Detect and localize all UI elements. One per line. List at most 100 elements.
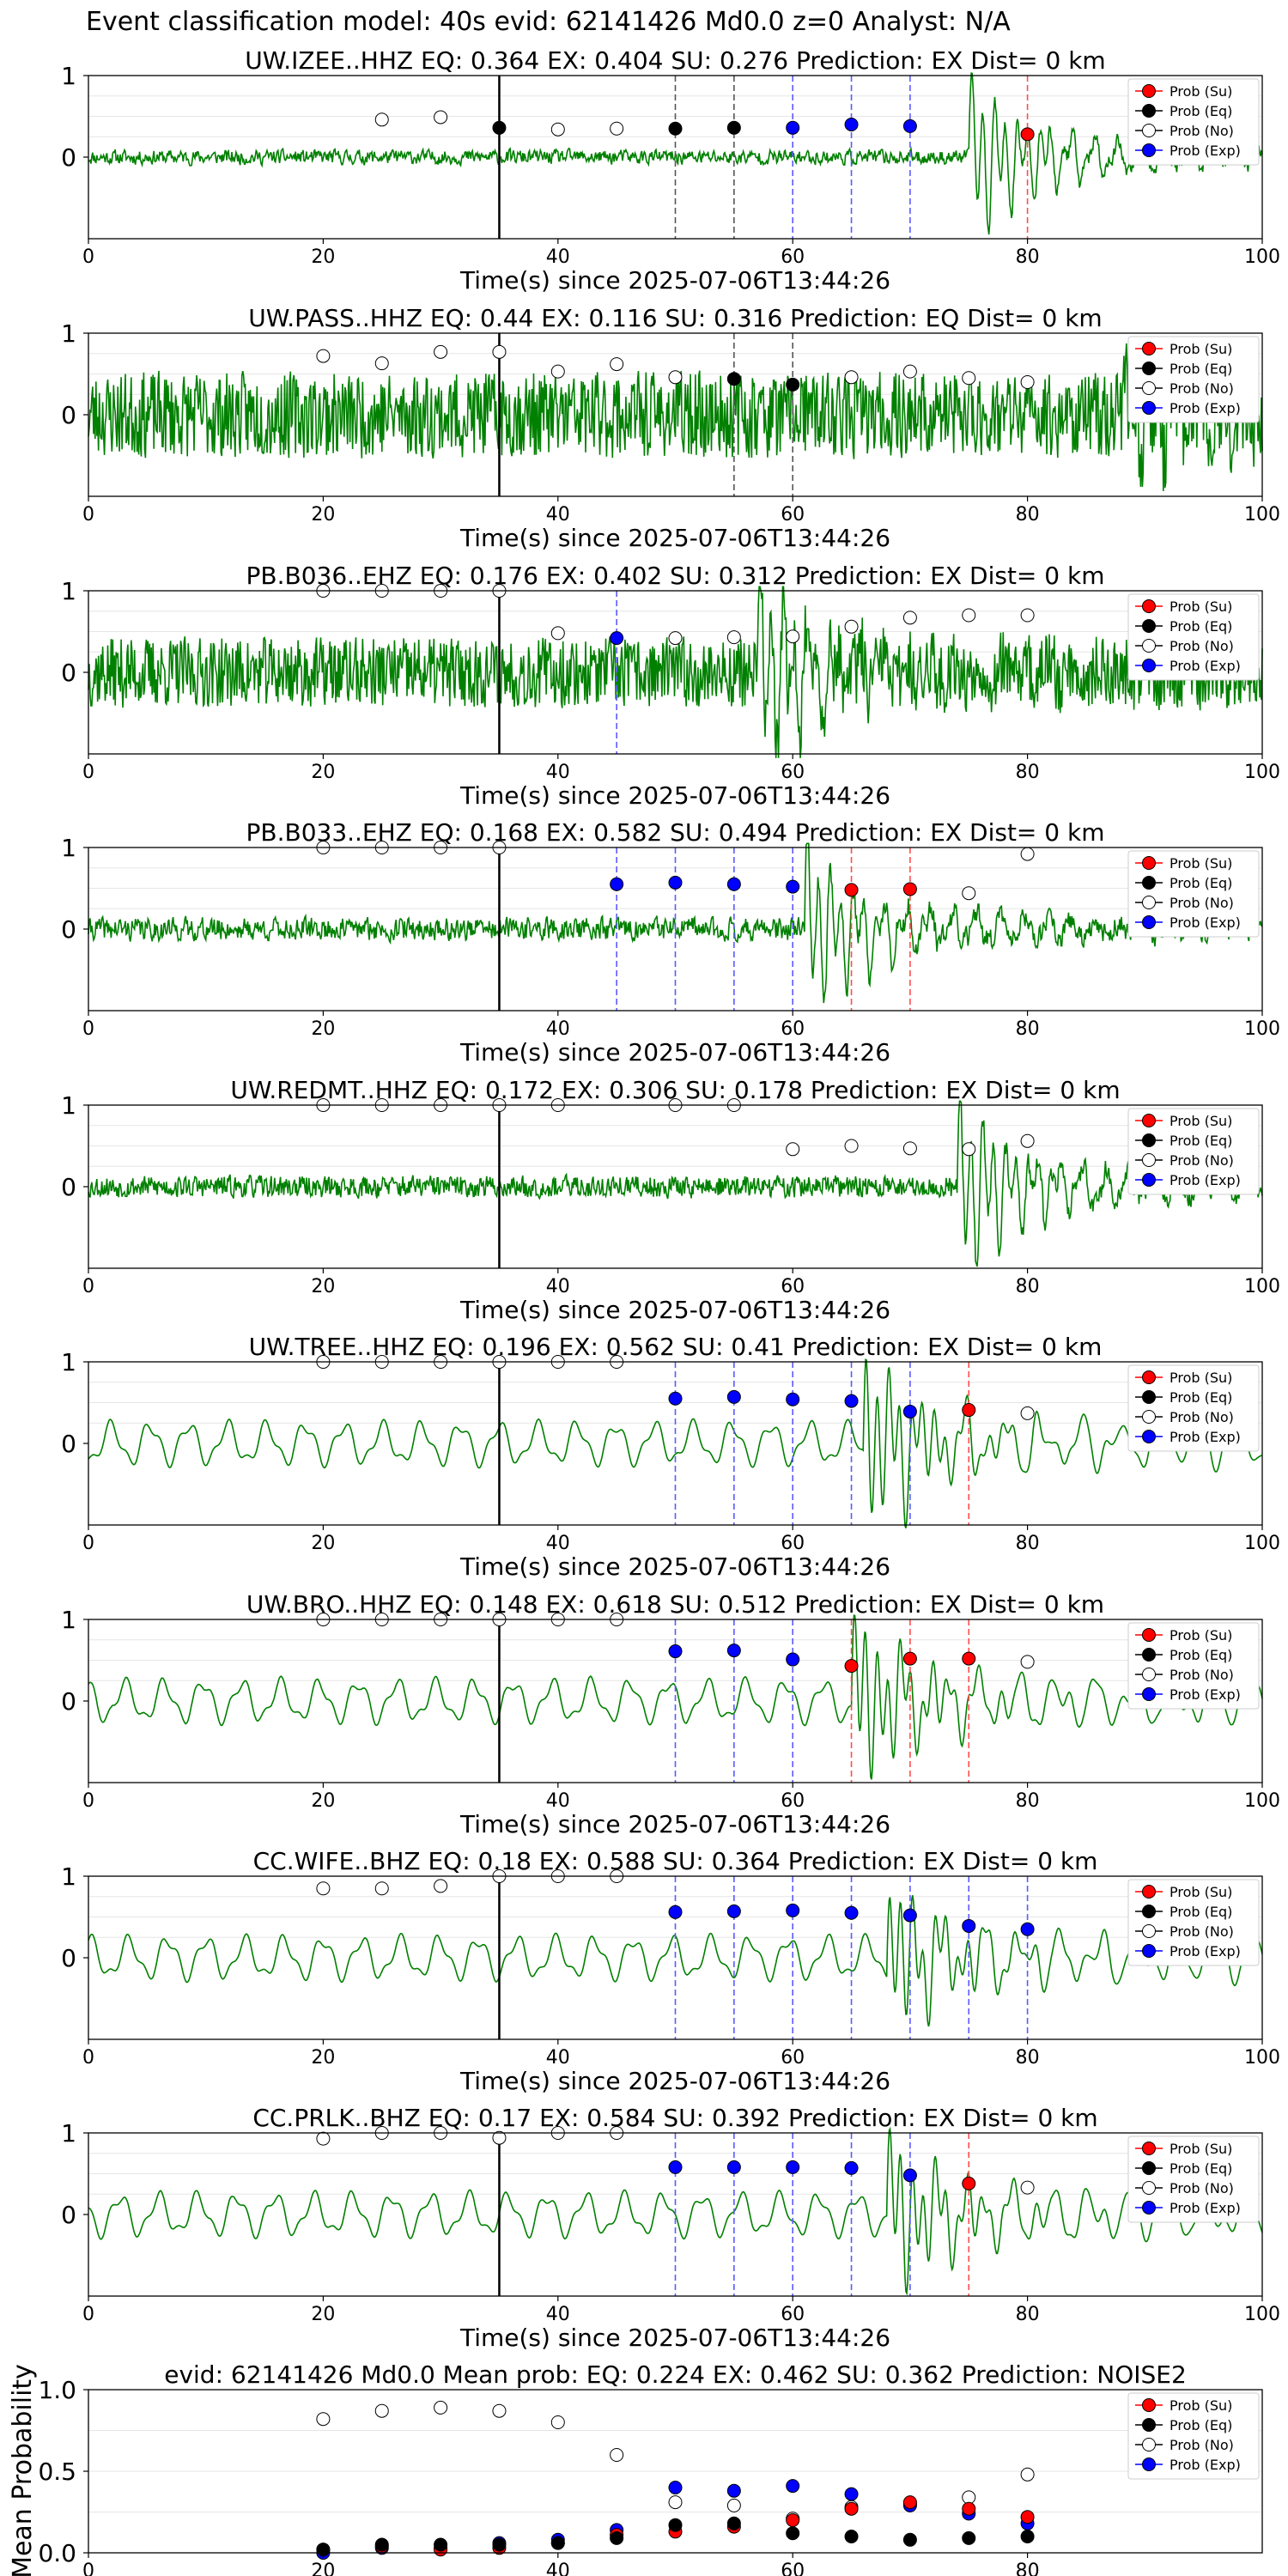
legend-label-eq: Prob (Eq): [1170, 361, 1232, 377]
y-tick-label: 0: [61, 1687, 76, 1716]
legend-label-eq: Prob (Eq): [1170, 2417, 1232, 2433]
prob-marker-eq: [726, 120, 741, 135]
prob-marker-no: [1020, 2180, 1035, 2195]
x-tick-label: 60: [781, 2047, 805, 2069]
legend-label-su: Prob (Su): [1170, 83, 1232, 100]
legend: Prob (Su) Prob (Eq) Prob (No) Prob (Exp): [1127, 593, 1260, 681]
legend-marker-no: [1142, 1668, 1156, 1681]
prob-marker-no: [374, 356, 389, 371]
legend-label-exp: Prob (Exp): [1170, 658, 1241, 674]
prob-marker-no: [962, 371, 976, 386]
legend-marker-su: [1142, 599, 1156, 613]
y-tick-label: 1: [61, 1862, 76, 1891]
legend-label-eq: Prob (Eq): [1170, 1904, 1232, 1920]
prob-marker-exp: [844, 2160, 859, 2175]
mean-prob-marker-eq: [610, 2530, 624, 2545]
prob-marker-exp: [726, 1643, 741, 1658]
legend-label-exp: Prob (Exp): [1170, 2457, 1241, 2473]
panel-title: CC.WIFE..BHZ EQ: 0.18 EX: 0.588 SU: 0.36…: [253, 1847, 1098, 1875]
prob-marker-no: [902, 364, 917, 379]
y-tick-label: 0: [61, 1173, 76, 1201]
legend-marker-no: [1142, 381, 1156, 395]
panel-title: UW.IZEE..HHZ EQ: 0.364 EX: 0.404 SU: 0.2…: [245, 46, 1105, 75]
prob-marker-no: [902, 611, 917, 625]
legend: Prob (Su) Prob (Eq) Prob (No) Prob (Exp): [1127, 1879, 1260, 1966]
mean-prob-marker-eq: [786, 2526, 800, 2541]
mean-prob-marker-no: [726, 2498, 741, 2512]
panel-8: CC.WIFE..BHZ EQ: 0.18 EX: 0.588 SU: 0.36…: [61, 1847, 1280, 2095]
legend-frame: [1127, 78, 1260, 166]
legend-marker-su: [1142, 856, 1156, 870]
legend-marker-exp: [1142, 401, 1156, 415]
legend-label-no: Prob (No): [1170, 1923, 1234, 1940]
prob-marker-no: [962, 1142, 976, 1157]
legend-marker-eq: [1142, 1648, 1156, 1662]
legend-marker-exp: [1142, 1944, 1156, 1958]
y-tick-label: 0: [61, 2201, 76, 2229]
prob-marker-exp: [610, 877, 624, 891]
mean-prob-marker-eq: [434, 2537, 448, 2552]
prob-marker-no: [844, 370, 859, 385]
legend-marker-su: [1142, 1628, 1156, 1642]
prob-marker-no: [374, 112, 389, 127]
prob-marker-no: [962, 886, 976, 901]
x-tick-label: 60: [781, 1790, 805, 1812]
legend-marker-eq: [1142, 2161, 1156, 2175]
figure-suptitle: Event classification model: 40s evid: 62…: [86, 7, 1011, 37]
x-tick-label: 40: [546, 1790, 570, 1812]
prob-marker-exp: [668, 875, 683, 890]
x-tick-label: 40: [546, 1533, 570, 1554]
mean-prob-marker-exp: [844, 2487, 859, 2501]
y-tick-label: 1: [61, 834, 76, 862]
prob-marker-su: [962, 1403, 976, 1418]
legend-marker-eq: [1142, 876, 1156, 890]
legend-marker-no: [1142, 124, 1156, 137]
panel-5: UW.REDMT..HHZ EQ: 0.172 EX: 0.306 SU: 0.…: [61, 1076, 1280, 1324]
legend-marker-eq: [1142, 1905, 1156, 1918]
x-tick-label: 80: [1016, 2561, 1040, 2576]
prob-marker-no: [492, 344, 507, 359]
prob-marker-no: [1020, 608, 1035, 623]
legend-marker-no: [1142, 2181, 1156, 2195]
legend-marker-exp: [1142, 659, 1156, 672]
y-tick-label: 1.0: [38, 2376, 76, 2404]
prob-marker-no: [550, 122, 565, 137]
legend-label-exp: Prob (Exp): [1170, 1943, 1241, 1959]
prob-marker-no: [434, 1879, 448, 1893]
x-tick-label: 40: [546, 246, 570, 268]
x-tick-label: 100: [1244, 246, 1280, 268]
prob-marker-no: [610, 121, 624, 136]
x-tick-label: 20: [311, 1018, 335, 1040]
legend-marker-no: [1142, 1924, 1156, 1938]
legend-marker-no: [1142, 1153, 1156, 1167]
legend: Prob (Su) Prob (Eq) Prob (No) Prob (Exp): [1127, 336, 1260, 423]
prob-marker-no: [726, 630, 741, 645]
panel-title: evid: 62141426 Md0.0 Mean prob: EQ: 0.22…: [164, 2360, 1187, 2389]
prob-marker-exp: [668, 1644, 683, 1659]
prob-marker-exp: [610, 631, 624, 646]
legend-marker-su: [1142, 1370, 1156, 1384]
x-tick-label: 100: [1244, 1533, 1280, 1554]
x-axis-label: Time(s) since 2025-07-06T13:44:26: [459, 1038, 890, 1066]
y-tick-label: 1: [61, 577, 76, 605]
prob-marker-su: [962, 1651, 976, 1666]
prob-marker-exp: [786, 879, 800, 894]
legend: Prob (Su) Prob (Eq) Prob (No) Prob (Exp): [1127, 1364, 1260, 1452]
x-tick-label: 80: [1016, 762, 1040, 783]
mean-prob-marker-eq: [726, 2516, 741, 2530]
legend-label-no: Prob (No): [1170, 638, 1234, 654]
legend-marker-exp: [1142, 915, 1156, 929]
x-tick-label: 0: [82, 2047, 94, 2069]
x-tick-label: 20: [311, 2561, 335, 2576]
legend-marker-exp: [1142, 1430, 1156, 1443]
y-tick-label: 0: [61, 659, 76, 687]
legend-marker-eq: [1142, 619, 1156, 633]
y-tick-label: 0: [61, 143, 76, 172]
legend-label-eq: Prob (Eq): [1170, 103, 1232, 119]
x-tick-label: 20: [311, 1790, 335, 1812]
y-axis-label: Mean Probability: [8, 2364, 38, 2576]
x-tick-label: 0: [82, 2304, 94, 2325]
mean-prob-marker-eq: [1020, 2530, 1035, 2543]
x-tick-label: 80: [1016, 1533, 1040, 1554]
